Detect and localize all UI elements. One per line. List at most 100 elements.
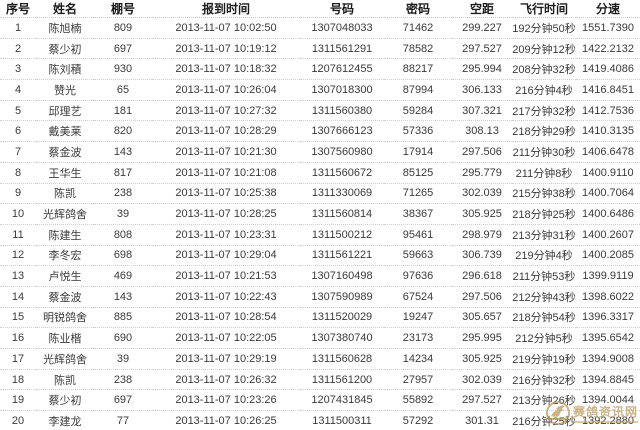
cell-distance: 295.994 — [452, 58, 512, 81]
cell-distance: 306.739 — [452, 245, 512, 267]
cell-password: 23173 — [384, 327, 452, 349]
cell-checkin_time: 2013-11-07 10:18:32 — [152, 58, 300, 81]
cell-password: 88217 — [384, 58, 452, 81]
cell-password: 55892 — [384, 389, 452, 412]
header-row: 序号 姓名 棚号 报到时间 号码 密码 空距 飞行时间 分速 — [0, 0, 640, 18]
cell-checkin_time: 2013-11-07 10:26:04 — [152, 79, 300, 101]
cell-speed: 1422.2132 — [576, 38, 640, 60]
table-row: 11 陈建生 808 2013-11-07 10:23:31 1311500212 954… — [0, 224, 640, 246]
cell-password: 78582 — [384, 38, 452, 60]
cell-ring_no: 1307560980 — [300, 141, 384, 163]
cell-ring_no: 1311500311 — [300, 410, 384, 430]
cell-ring_no: 1311561200 — [300, 369, 384, 391]
cell-name: 光辉鸽舍 — [36, 203, 94, 225]
table-row: 8 王华生 817 2013-11-07 10:21:08 1311560672 8512… — [0, 162, 640, 184]
column-header-loft_no: 棚号 — [94, 0, 152, 18]
table-row: 1 陈旭楠 809 2013-11-07 10:02:50 1307048033 7146… — [0, 17, 640, 39]
cell-ring_no: 1311330069 — [300, 183, 384, 205]
cell-loft_no: 809 — [94, 17, 152, 39]
table-row: 6 戴美莱 820 2013-11-07 10:28:29 1307666123 5733… — [0, 120, 640, 143]
cell-index: 4 — [0, 79, 36, 101]
cell-password: 27957 — [384, 369, 452, 391]
table-row: 10 光辉鸽舍 39 2013-11-07 10:28:25 1311560814 383… — [0, 203, 640, 225]
cell-distance: 296.618 — [452, 265, 512, 287]
column-header-speed: 分速 — [576, 0, 640, 18]
cell-loft_no: 930 — [94, 58, 152, 81]
cell-ring_no: 1311560628 — [300, 348, 384, 370]
cell-name: 李冬宏 — [36, 245, 94, 267]
cell-ring_no: 1311500212 — [300, 224, 384, 246]
cell-loft_no: 697 — [94, 389, 152, 412]
cell-loft_no: 469 — [94, 265, 152, 287]
cell-loft_no: 820 — [94, 120, 152, 143]
cell-password: 57292 — [384, 410, 452, 430]
cell-index: 19 — [0, 389, 36, 412]
cell-speed: 1394.9008 — [576, 348, 640, 370]
cell-checkin_time: 2013-11-07 10:29:04 — [152, 245, 300, 267]
cell-index: 15 — [0, 307, 36, 329]
cell-checkin_time: 2013-11-07 10:28:29 — [152, 120, 300, 143]
column-header-index: 序号 — [0, 0, 36, 18]
table-row: 12 李冬宏 698 2013-11-07 10:29:04 1311561221 596… — [0, 245, 640, 267]
cell-speed: 1396.3317 — [576, 307, 640, 329]
cell-ring_no: 1307666123 — [300, 120, 384, 143]
cell-password: 59284 — [384, 100, 452, 122]
cell-flight_time: 192分钟50秒 — [512, 17, 576, 39]
cell-loft_no: 39 — [94, 348, 152, 370]
cell-index: 9 — [0, 183, 36, 205]
cell-ring_no: 1311560380 — [300, 100, 384, 122]
cell-speed: 1392.2880 — [576, 410, 640, 430]
cell-index: 16 — [0, 327, 36, 349]
cell-index: 10 — [0, 203, 36, 225]
table-row: 19 蔡少初 697 2013-11-07 10:23:26 1207431845 558… — [0, 389, 640, 412]
cell-checkin_time: 2013-11-07 10:22:43 — [152, 286, 300, 308]
cell-ring_no: 1207612455 — [300, 58, 384, 81]
cell-index: 12 — [0, 245, 36, 267]
cell-flight_time: 216分钟25秒 — [512, 410, 576, 430]
cell-name: 陈旭楠 — [36, 17, 94, 39]
table-row: 7 蔡金波 143 2013-11-07 10:21:30 1307560980 1791… — [0, 141, 640, 163]
cell-password: 71265 — [384, 183, 452, 205]
cell-flight_time: 211分钟30秒 — [512, 141, 576, 163]
cell-checkin_time: 2013-11-07 10:27:32 — [152, 100, 300, 122]
cell-checkin_time: 2013-11-07 10:28:25 — [152, 203, 300, 225]
cell-password: 17914 — [384, 141, 452, 163]
cell-distance: 305.657 — [452, 307, 512, 329]
cell-flight_time: 216分钟32秒 — [512, 369, 576, 391]
cell-password: 97636 — [384, 265, 452, 287]
table-row: 9 陈凯 238 2013-11-07 10:25:38 1311330069 71265… — [0, 183, 640, 205]
cell-speed: 1419.4086 — [576, 58, 640, 81]
cell-checkin_time: 2013-11-07 10:28:54 — [152, 307, 300, 329]
cell-name: 蔡金波 — [36, 141, 94, 163]
cell-index: 20 — [0, 410, 36, 430]
cell-loft_no: 143 — [94, 286, 152, 308]
cell-ring_no: 1311560672 — [300, 162, 384, 184]
cell-speed: 1406.6478 — [576, 141, 640, 163]
cell-loft_no: 697 — [94, 38, 152, 60]
cell-checkin_time: 2013-11-07 10:19:12 — [152, 38, 300, 60]
cell-ring_no: 1311560814 — [300, 203, 384, 225]
cell-distance: 308.13 — [452, 120, 512, 143]
table-body: 1 陈旭楠 809 2013-11-07 10:02:50 1307048033 7146… — [0, 17, 640, 430]
cell-checkin_time: 2013-11-07 10:25:38 — [152, 183, 300, 205]
cell-password: 19247 — [384, 307, 452, 329]
cell-flight_time: 219分钟19秒 — [512, 348, 576, 370]
cell-loft_no: 808 — [94, 224, 152, 246]
cell-name: 蔡少初 — [36, 38, 94, 60]
cell-ring_no: 1311520029 — [300, 307, 384, 329]
cell-flight_time: 213分钟31秒 — [512, 224, 576, 246]
cell-name: 陈业楷 — [36, 327, 94, 349]
cell-flight_time: 219分钟4秒 — [512, 245, 576, 267]
cell-loft_no: 698 — [94, 245, 152, 267]
cell-index: 2 — [0, 38, 36, 60]
table-row: 13 卢悦生 469 2013-11-07 10:21:53 1307160498 976… — [0, 265, 640, 287]
cell-loft_no: 39 — [94, 203, 152, 225]
cell-name: 陈建生 — [36, 224, 94, 246]
cell-loft_no: 817 — [94, 162, 152, 184]
table-row: 15 明锐鸽舍 885 2013-11-07 10:28:54 1311520029 19… — [0, 307, 640, 329]
cell-password: 38367 — [384, 203, 452, 225]
cell-name: 邱理艺 — [36, 100, 94, 122]
cell-password: 57336 — [384, 120, 452, 143]
cell-loft_no: 238 — [94, 183, 152, 205]
